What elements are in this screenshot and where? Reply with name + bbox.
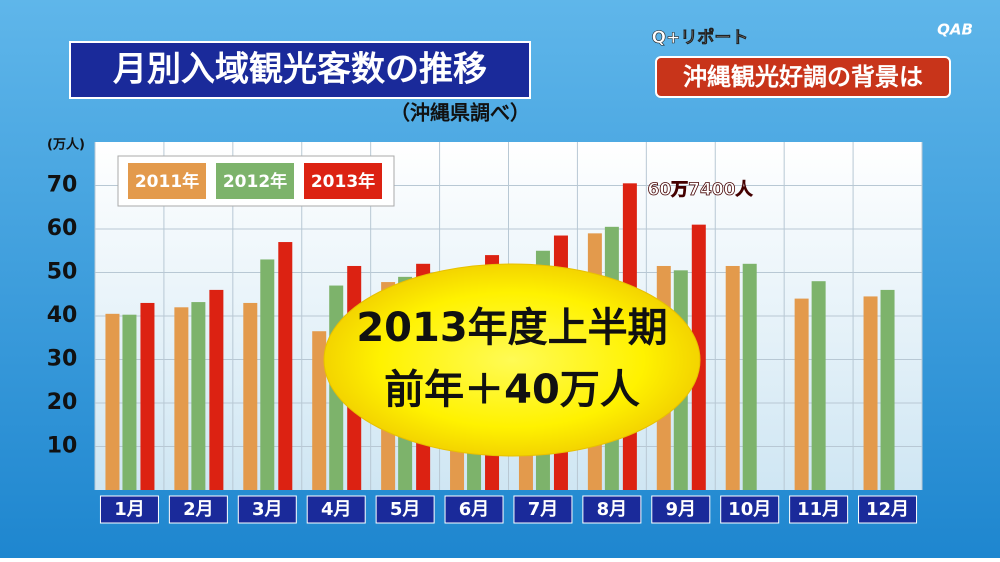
bar <box>880 289 895 490</box>
x-label-box <box>651 495 711 524</box>
legend-label: 2012年 <box>223 171 287 192</box>
subtitle: （沖縄県調べ） <box>390 101 530 125</box>
legend-label: 2011年 <box>135 171 199 192</box>
x-label-box <box>237 495 297 524</box>
bar <box>811 281 826 490</box>
x-label-box <box>168 495 228 524</box>
x-tick-label: 3月 <box>252 499 283 520</box>
x-tick-label: 2月 <box>183 499 214 520</box>
x-label-box <box>99 495 159 524</box>
y-tick-label: 60 <box>47 216 78 241</box>
x-label-box <box>789 495 849 524</box>
x-label-box <box>444 495 504 524</box>
x-tick-label: 6月 <box>459 499 490 520</box>
overlay: 2013年度上半期 前年＋40万人 60万7400人 <box>323 180 754 457</box>
legend-swatch <box>216 163 294 199</box>
x-label-box <box>375 495 435 524</box>
bar <box>863 296 878 490</box>
x-tick-label: 12月 <box>866 499 909 520</box>
bar <box>312 331 327 490</box>
callout-line: 2013年度上半期 <box>356 305 667 351</box>
corner-label: Q+リポート <box>652 27 749 48</box>
x-tick-label: 1月 <box>114 499 145 520</box>
logo: QAB <box>937 21 973 39</box>
y-tick-label: 30 <box>47 347 78 372</box>
x-label-box <box>306 495 366 524</box>
bar <box>725 265 740 490</box>
annotation: 60万7400人 <box>648 180 754 200</box>
x-label-box <box>513 495 573 524</box>
x-tick-label: 8月 <box>597 499 628 520</box>
y-tick-label: 20 <box>47 390 78 415</box>
x-tick-label: 11月 <box>797 499 840 520</box>
x-tick-label: 10月 <box>728 499 771 520</box>
bar <box>260 259 275 490</box>
y-unit: (万人) <box>47 137 85 153</box>
bar <box>122 314 137 490</box>
title-box <box>69 41 531 99</box>
y-tick-label: 50 <box>47 260 78 285</box>
bar <box>105 313 120 490</box>
chart-title: 月別入域観光客数の推移 <box>113 50 487 90</box>
x-tick-label: 9月 <box>666 499 697 520</box>
y-tick-label: 40 <box>47 303 78 328</box>
legend-label: 2013年 <box>311 171 375 192</box>
callout-line: 前年＋40万人 <box>384 367 640 413</box>
legend-swatch <box>128 163 206 199</box>
callout-ellipse <box>323 263 701 457</box>
bar <box>174 307 189 490</box>
bar <box>140 302 155 490</box>
legend-swatch <box>304 163 382 199</box>
x-tick-label: 5月 <box>390 499 421 520</box>
headline-box <box>655 56 951 98</box>
headline: 沖縄観光好調の背景は <box>683 63 923 91</box>
x-tick-label: 4月 <box>321 499 352 520</box>
bar <box>742 263 757 490</box>
x-label-box <box>720 495 780 524</box>
x-label-box <box>858 495 918 524</box>
bar <box>243 302 258 490</box>
y-tick-label: 10 <box>47 434 78 459</box>
y-tick-label: 70 <box>47 173 78 198</box>
bar <box>209 289 224 490</box>
x-tick-label: 7月 <box>528 499 559 520</box>
bar <box>794 298 809 490</box>
x-label-box <box>582 495 642 524</box>
bar <box>191 302 206 490</box>
bar <box>278 242 293 490</box>
